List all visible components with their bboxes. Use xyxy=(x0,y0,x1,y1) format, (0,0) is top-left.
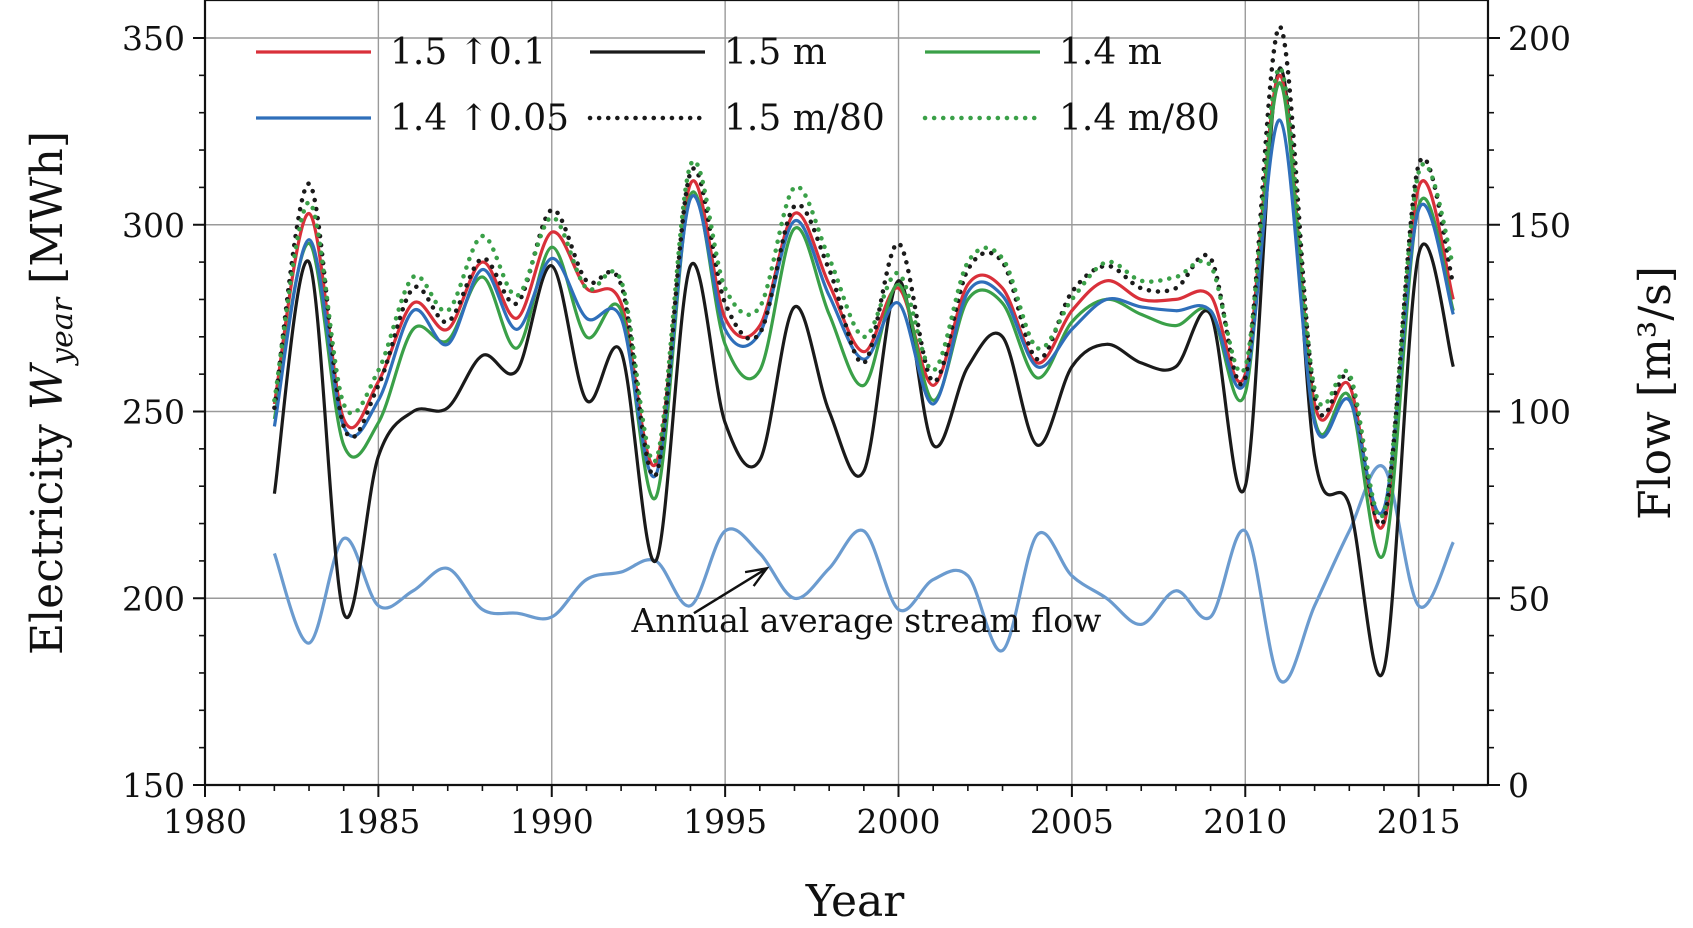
y2-tick-label: 200 xyxy=(1508,19,1571,58)
x-tick-label: 2005 xyxy=(1030,802,1114,841)
legend-label: 1.4 m xyxy=(1059,32,1162,73)
series-line-4 xyxy=(272,24,1456,527)
legend: 1.5 ↑0.1 1.5 m 1.4 m 1.4 ↑0.05 1.5 m/80 1.4 m… xyxy=(256,32,1220,139)
x-axis-title: Year xyxy=(805,876,905,927)
legend-label: 1.5 ↑0.1 xyxy=(390,32,546,73)
ticks: 1980 1985 1990 1995 2000 2005 2010 201515020025… xyxy=(122,19,1571,841)
series-layer xyxy=(272,24,1456,684)
y2-tick-label: 0 xyxy=(1508,766,1529,805)
series-line-1 xyxy=(272,66,1455,678)
y2-tick-label: 150 xyxy=(1508,206,1571,245)
y2-tick-label: 50 xyxy=(1508,579,1550,618)
y-tick-label: 300 xyxy=(122,206,185,245)
annotation-arrowhead xyxy=(744,566,770,587)
plot-frame xyxy=(203,0,1490,787)
y-tick-label: 200 xyxy=(122,579,185,618)
y-tick-label: 350 xyxy=(122,19,185,58)
annotation-arrow xyxy=(693,567,768,615)
x-tick-label: 1980 xyxy=(163,802,247,841)
x-tick-label: 1985 xyxy=(336,802,420,841)
annotation: Annual average stream flow xyxy=(631,566,1102,640)
y2-axis-title: Flow [m³/s] xyxy=(1630,266,1681,520)
legend-label: 1.5 m xyxy=(724,32,827,73)
legend-label: 1.4 ↑0.05 xyxy=(390,98,569,139)
x-tick-label: 1995 xyxy=(683,802,767,841)
series-line-2 xyxy=(272,81,1455,559)
series-line-0 xyxy=(272,73,1455,530)
legend-label: 1.5 m/80 xyxy=(724,98,885,139)
x-tick-label: 1990 xyxy=(510,802,594,841)
y-axis-title: Electricity Wyear [MWh] xyxy=(22,131,80,655)
x-tick-label: 2015 xyxy=(1377,802,1461,841)
y-tick-label: 250 xyxy=(122,393,185,432)
y2-tick-label: 100 xyxy=(1508,393,1571,432)
x-tick-label: 2010 xyxy=(1203,802,1287,841)
x-tick-label: 2000 xyxy=(857,802,941,841)
annotation-label: Annual average stream flow xyxy=(631,601,1102,640)
series-line-5 xyxy=(272,65,1456,519)
y-tick-label: 150 xyxy=(122,766,185,805)
series-line-flow xyxy=(272,464,1455,684)
legend-label: 1.4 m/80 xyxy=(1059,98,1220,139)
